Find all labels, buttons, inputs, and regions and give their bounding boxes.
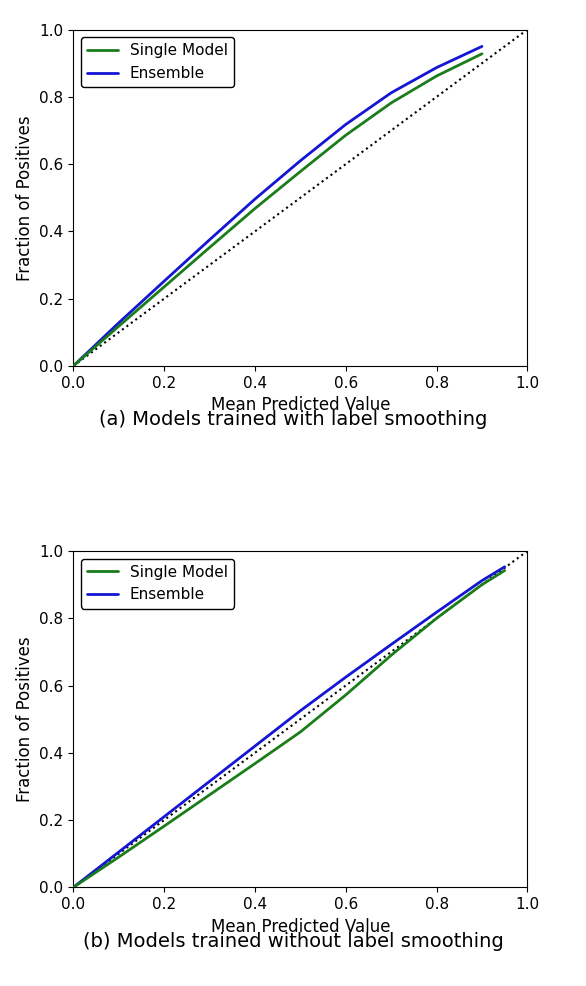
Ensemble [115,846,122,858]
Line: Ensemble: Ensemble [73,46,482,366]
Legend: Single Model, Ensemble: Single Model, Ensemble [81,559,234,608]
Single Model [251,757,258,769]
Ensemble [388,639,395,651]
Single Model [206,242,213,253]
Line: Single Model: Single Model [73,571,505,887]
Ensemble [206,234,213,246]
Ensemble [251,193,258,205]
Ensemble [70,881,77,893]
Single Model [161,820,168,832]
Text: (a) Models trained with label smoothing: (a) Models trained with label smoothing [99,410,487,429]
X-axis label: Mean Predicted Value: Mean Predicted Value [210,396,390,414]
Legend: Single Model, Ensemble: Single Model, Ensemble [81,37,234,87]
Single Model [342,129,349,141]
Single Model [342,689,349,701]
Y-axis label: Fraction of Positives: Fraction of Positives [16,636,34,802]
Single Model [206,789,213,801]
Single Model [70,881,77,893]
Single Model [478,579,485,591]
Ensemble [342,118,349,130]
Single Model [501,565,508,577]
Ensemble [161,810,168,822]
Line: Single Model: Single Model [73,54,482,366]
Single Model [297,166,304,177]
Ensemble [478,575,485,587]
Ensemble [161,275,168,287]
Ensemble [206,776,213,788]
Ensemble [297,705,304,717]
Ensemble [433,606,440,618]
Y-axis label: Fraction of Positives: Fraction of Positives [16,115,34,281]
Single Model [433,612,440,624]
Ensemble [478,40,485,52]
Ensemble [433,62,440,74]
Single Model [161,281,168,293]
Single Model [70,360,77,372]
Ensemble [501,561,508,573]
Text: (b) Models trained without label smoothing: (b) Models trained without label smoothi… [83,932,503,951]
Ensemble [342,671,349,683]
Ensemble [115,317,122,329]
Single Model [251,203,258,215]
Single Model [115,320,122,332]
Single Model [388,650,395,662]
Single Model [433,70,440,82]
Ensemble [251,740,258,752]
Single Model [115,851,122,863]
Line: Ensemble: Ensemble [73,567,505,887]
Ensemble [388,87,395,99]
Ensemble [297,155,304,167]
X-axis label: Mean Predicted Value: Mean Predicted Value [210,918,390,936]
Ensemble [70,360,77,372]
Single Model [388,97,395,108]
Single Model [478,48,485,60]
Single Model [297,726,304,738]
